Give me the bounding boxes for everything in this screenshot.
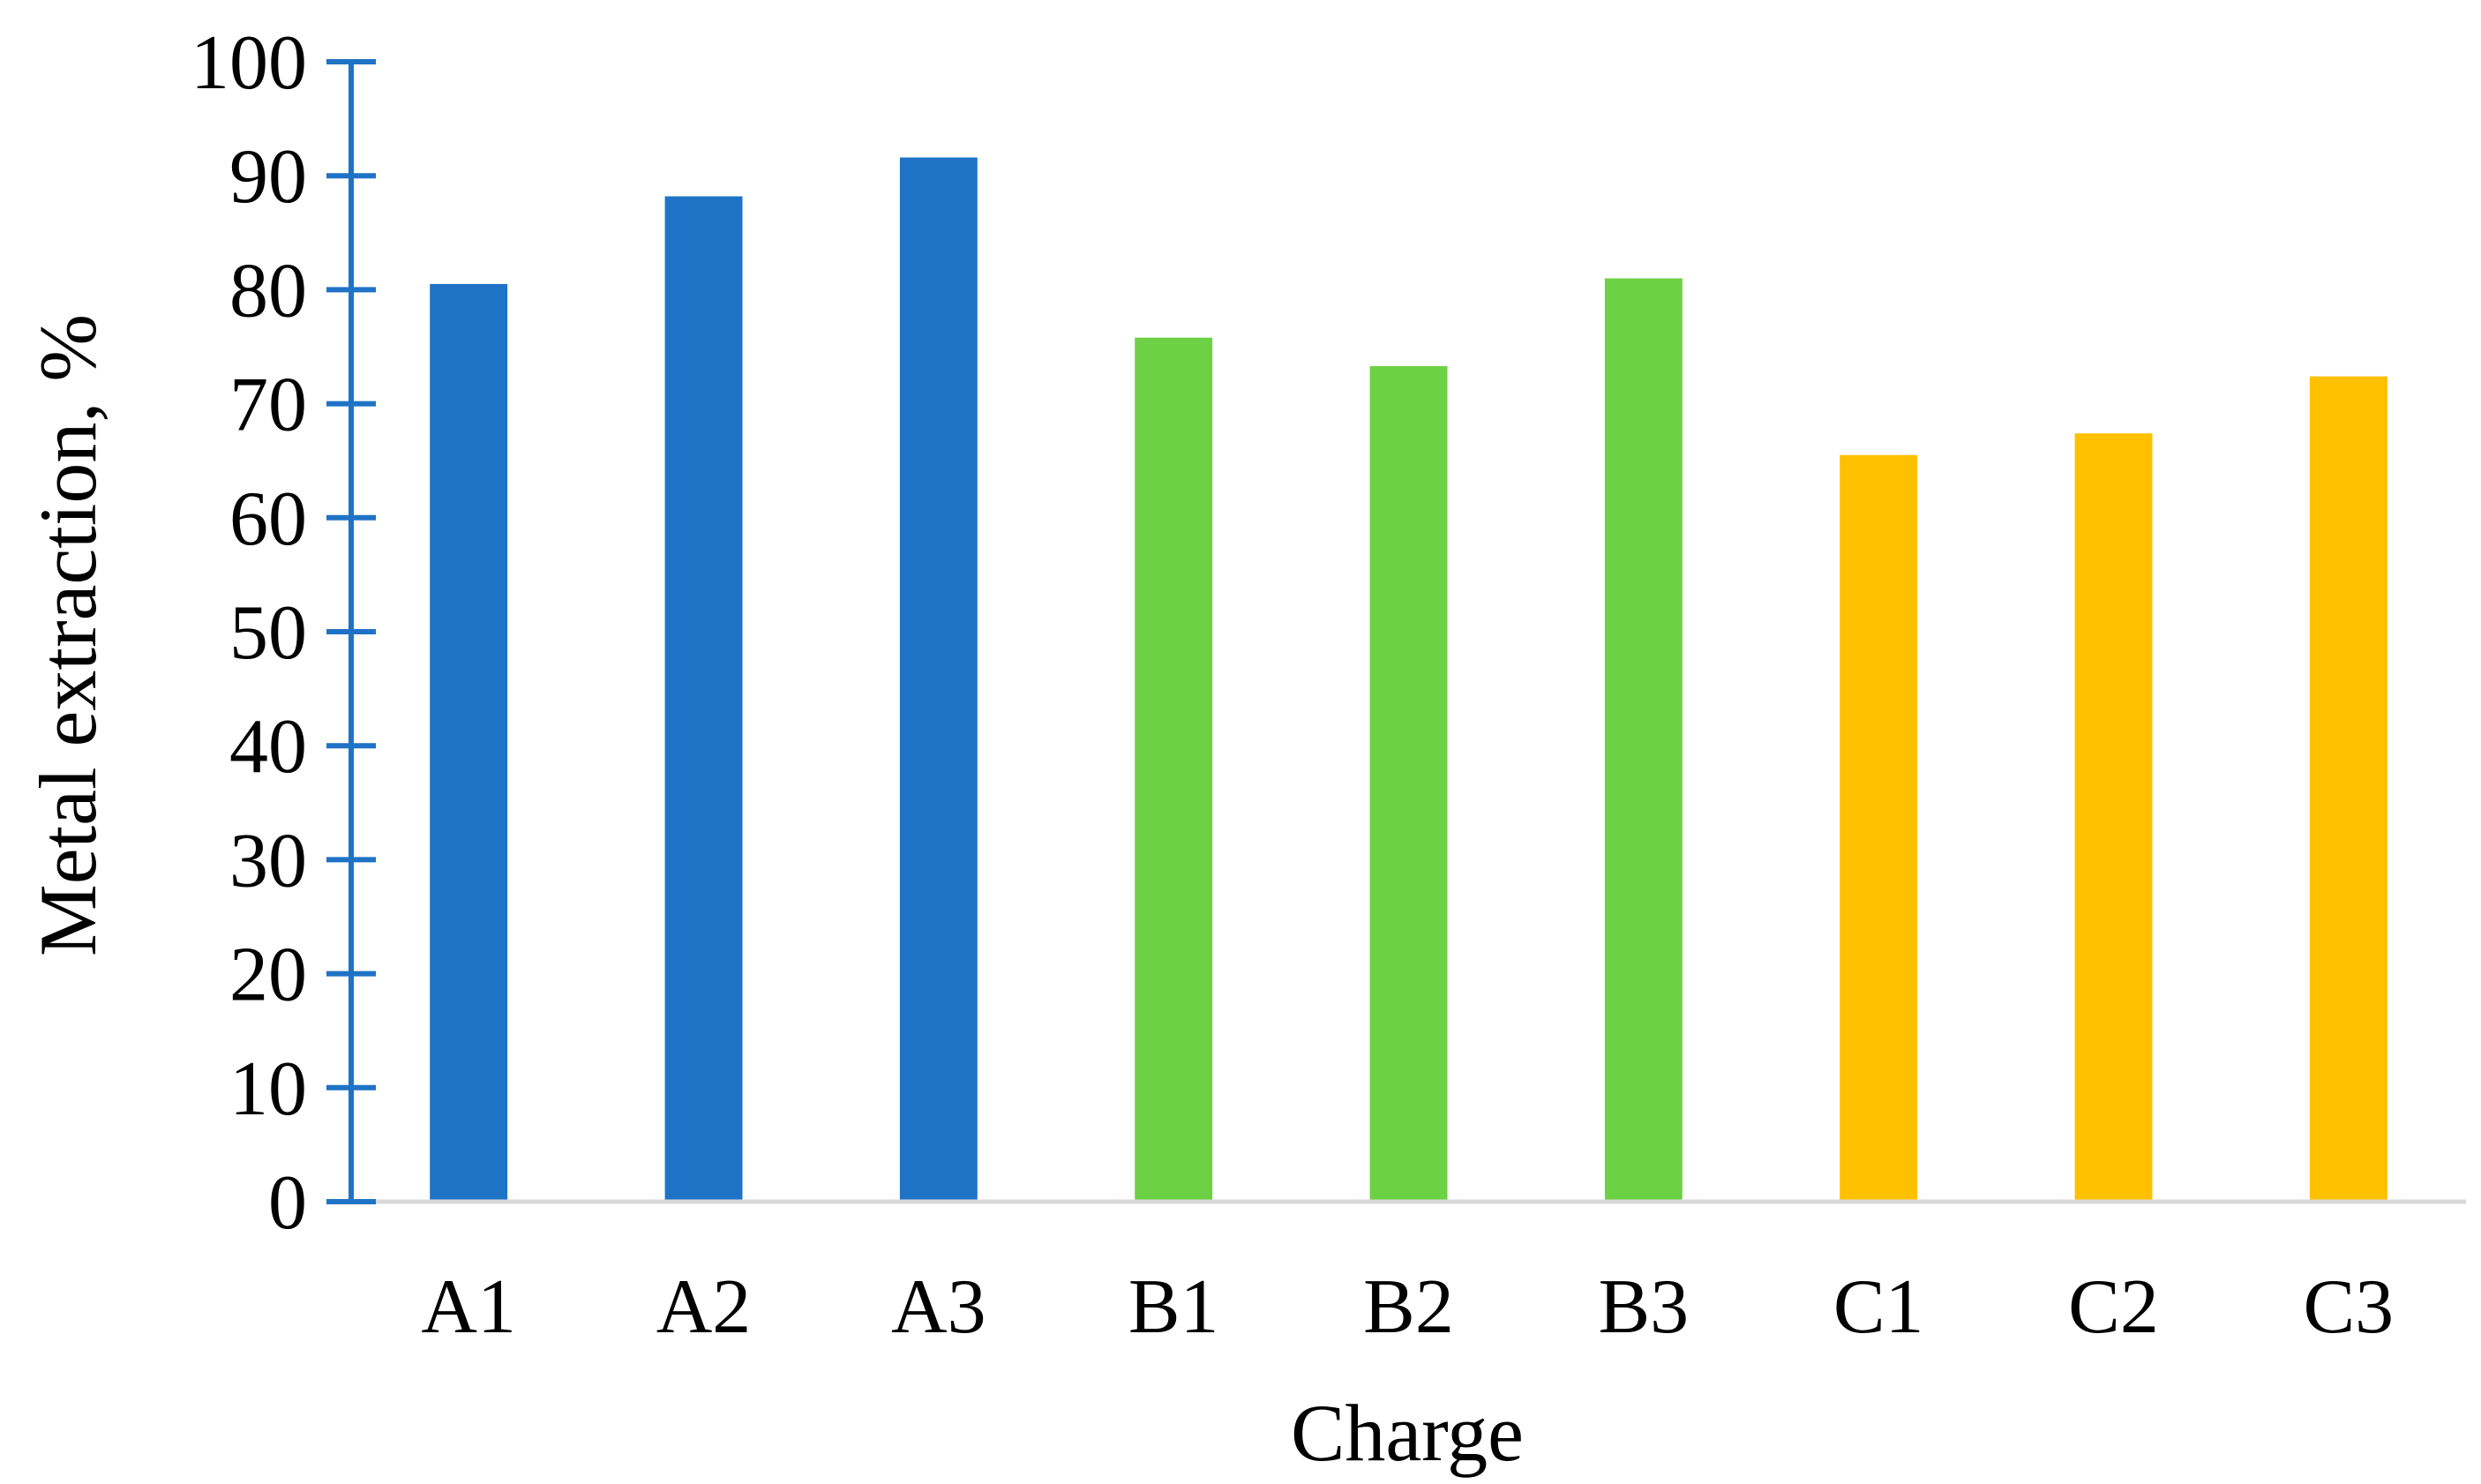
x-category-label: C3: [2303, 1264, 2394, 1350]
y-tick-label: 40: [229, 704, 307, 790]
x-category-label: A3: [891, 1264, 986, 1350]
y-axis: [326, 59, 2466, 1204]
x-category-label: C1: [1833, 1264, 1924, 1350]
y-tick-label: 10: [229, 1046, 307, 1132]
x-category-label: A2: [656, 1264, 752, 1350]
y-tick-labels: 0 10 20 30 40 50 60 70 80 90 100: [191, 20, 307, 1246]
y-tick-label: 50: [229, 590, 307, 676]
x-category-label: A1: [421, 1264, 516, 1350]
bar-A1: [430, 283, 508, 1202]
y-tick-label: 60: [229, 476, 307, 562]
x-category-labels: A1 A2 A3 B1 B2 B3 C1 C2 C3: [421, 1264, 2394, 1350]
y-tick-label: 0: [268, 1160, 307, 1246]
bars-group: [430, 157, 2387, 1203]
bar-B2: [1369, 366, 1448, 1202]
y-tick-label: 90: [229, 134, 307, 220]
bar-B1: [1135, 337, 1213, 1202]
y-tick-label: 70: [229, 363, 307, 448]
x-category-label: C2: [2068, 1264, 2159, 1350]
x-category-label: B1: [1128, 1264, 1219, 1350]
x-category-label: B2: [1363, 1264, 1454, 1350]
bar-C3: [2309, 376, 2387, 1203]
x-axis-title: Charge: [1291, 1388, 1524, 1478]
bar-B3: [1604, 278, 1683, 1202]
bar-C1: [1840, 454, 1918, 1202]
bar-A2: [664, 196, 743, 1202]
y-tick-label: 20: [229, 933, 307, 1018]
x-category-label: B3: [1598, 1264, 1689, 1350]
y-axis-title: Metal extraction, %: [23, 314, 113, 956]
bar-C2: [2074, 433, 2153, 1202]
bar-A3: [899, 157, 978, 1202]
y-tick-label: 100: [191, 20, 307, 106]
y-tick-label: 80: [229, 248, 307, 334]
y-tick-label: 30: [229, 818, 307, 903]
